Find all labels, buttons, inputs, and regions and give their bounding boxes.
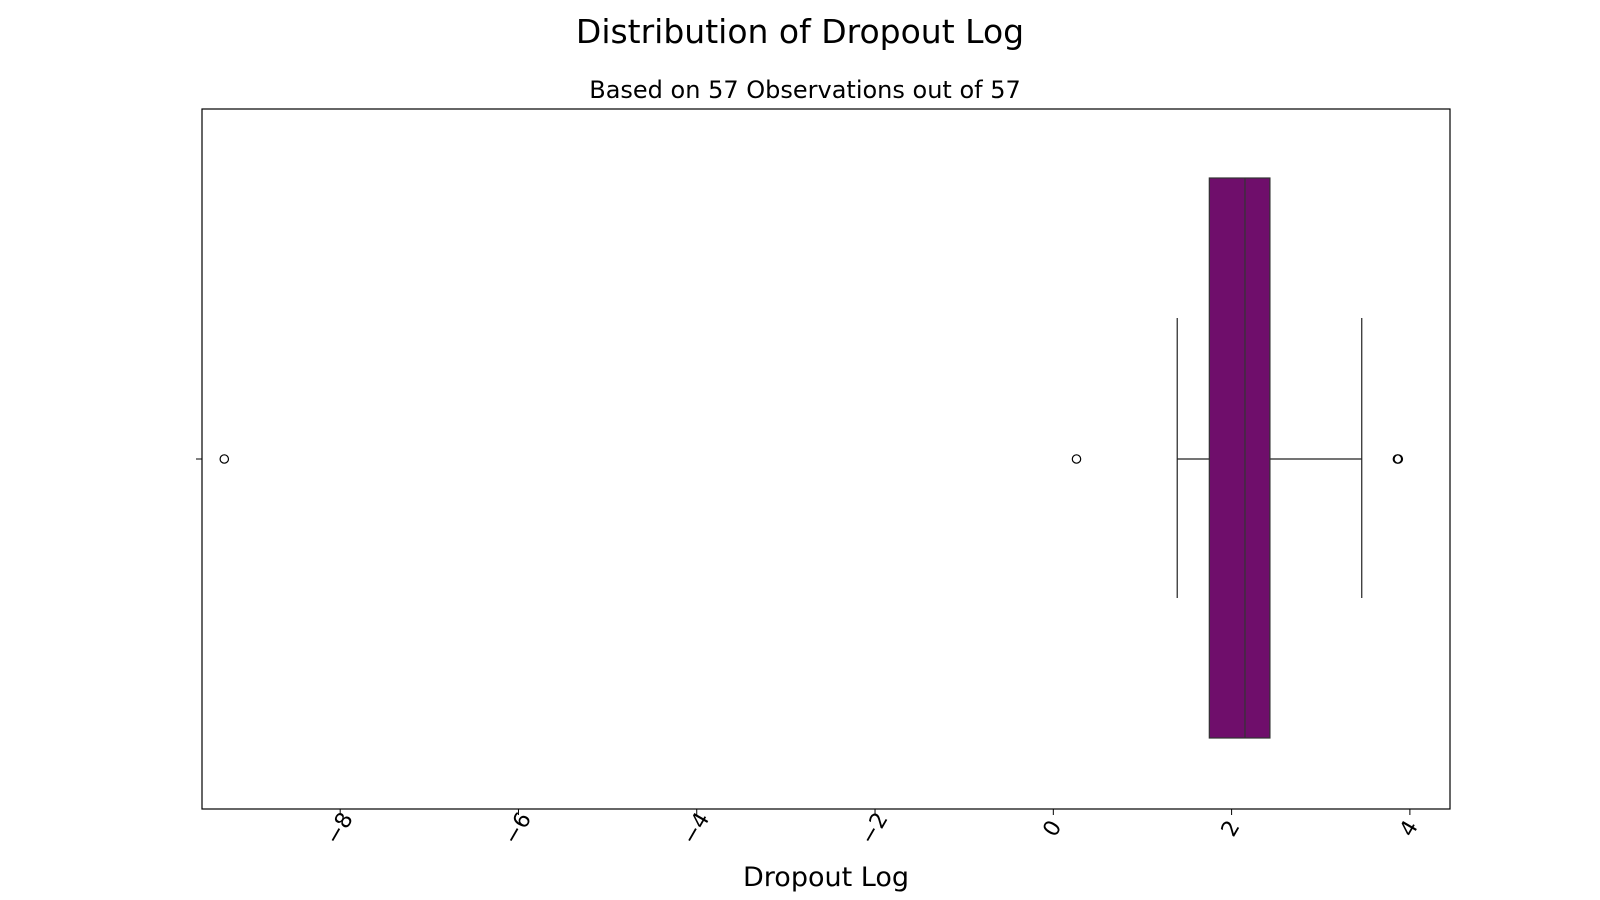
box-group bbox=[219, 177, 1404, 739]
outlier-point bbox=[1393, 454, 1404, 464]
x-axis-label: Dropout Log bbox=[743, 862, 909, 893]
iqr-box bbox=[1208, 177, 1271, 739]
x-tick-label: 2 bbox=[1217, 816, 1246, 841]
x-tick-label: −8 bbox=[321, 808, 359, 849]
outlier-point bbox=[1071, 454, 1082, 464]
x-axis-ticks: −8 −6 −4 −2 0 2 4 bbox=[321, 808, 1424, 849]
x-tick-label: 0 bbox=[1039, 816, 1068, 841]
chart-subtitle: Based on 57 Observations out of 57 bbox=[589, 76, 1021, 104]
outlier-point bbox=[219, 454, 230, 464]
chart-title: Distribution of Dropout Log bbox=[575, 12, 1025, 51]
x-tick-label: −6 bbox=[499, 808, 537, 849]
x-tick-label: 4 bbox=[1395, 816, 1424, 841]
x-tick-label: −2 bbox=[856, 808, 894, 849]
x-tick-label: −4 bbox=[677, 808, 715, 849]
